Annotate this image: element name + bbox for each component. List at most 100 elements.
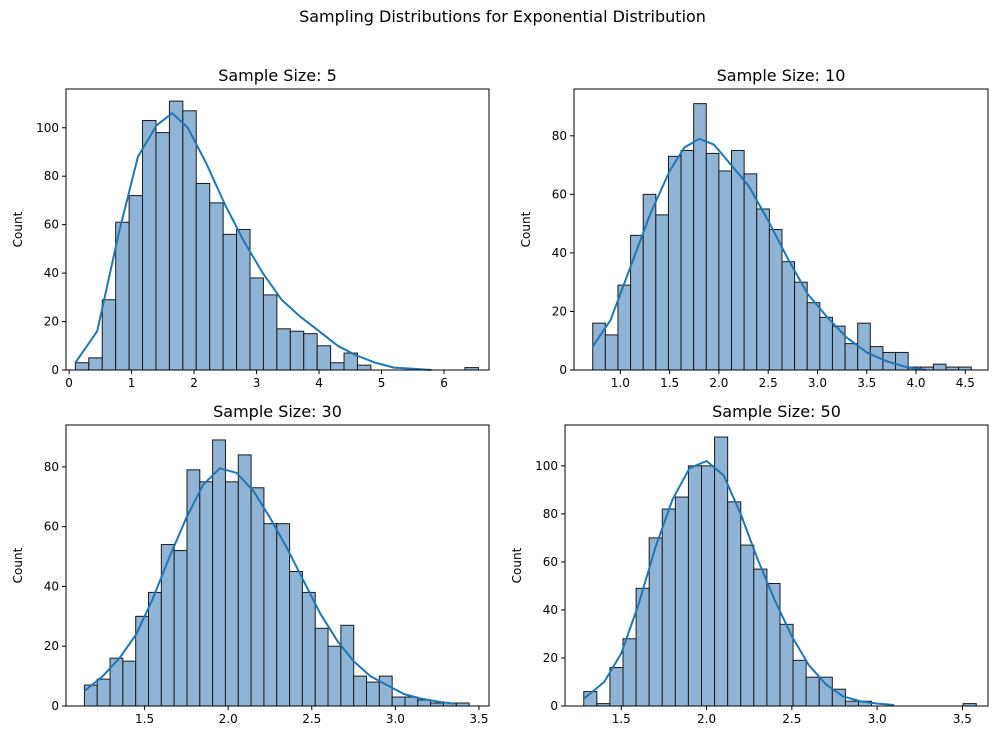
x-tick-label: 2.0 bbox=[697, 712, 716, 726]
y-axis-label: Count bbox=[11, 211, 25, 247]
histogram-bar bbox=[142, 119, 157, 371]
histogram-bar bbox=[88, 357, 103, 371]
x-tick-label: 1.5 bbox=[612, 712, 631, 726]
x-tick-label: 3.5 bbox=[953, 712, 972, 726]
axes-frame bbox=[65, 88, 490, 371]
axes-frame bbox=[564, 424, 989, 707]
axes-frame bbox=[573, 88, 989, 371]
x-tick-label: 4.5 bbox=[956, 376, 975, 390]
histogram-bar bbox=[609, 667, 624, 707]
histogram-bar bbox=[661, 508, 676, 707]
histogram-bar bbox=[160, 544, 175, 707]
kde-curve bbox=[583, 460, 895, 706]
y-tick-label: 60 bbox=[44, 520, 59, 534]
x-tick-label: 6 bbox=[440, 376, 448, 390]
histogram-bar bbox=[630, 234, 644, 371]
histogram-bar bbox=[209, 202, 224, 371]
histogram-bar bbox=[340, 624, 355, 707]
histogram-bar bbox=[222, 233, 238, 371]
histogram-bar bbox=[391, 696, 406, 707]
histogram-bar bbox=[101, 299, 117, 371]
histogram-bar bbox=[128, 195, 144, 371]
x-tick-label: 2 bbox=[190, 376, 198, 390]
histogram-bar bbox=[236, 229, 251, 371]
y-tick-label: 100 bbox=[36, 121, 59, 135]
histogram-bar bbox=[74, 362, 90, 371]
histogram-bar bbox=[844, 343, 859, 371]
histogram-bar bbox=[115, 221, 130, 371]
histogram-bar bbox=[250, 487, 265, 707]
histogram-bar bbox=[655, 214, 669, 371]
histogram-bar bbox=[96, 678, 111, 707]
y-tick-label: 60 bbox=[543, 555, 558, 569]
histogram-bar bbox=[794, 281, 808, 371]
histogram-bar bbox=[289, 570, 303, 707]
histogram-bar bbox=[727, 501, 742, 707]
y-axis-label: Count bbox=[11, 547, 25, 583]
histogram-bar bbox=[316, 345, 332, 371]
histogram-bar bbox=[148, 591, 162, 707]
subplot-2: Sample Size: 10 1.0 1.5 2.0 2.5 3.0 3.5 4.0 4.5 0… bbox=[519, 66, 989, 390]
histogram-bar bbox=[701, 465, 716, 707]
histogram-bar bbox=[83, 684, 98, 707]
histogram-bar bbox=[604, 334, 619, 371]
y-tick-label: 0 bbox=[550, 699, 558, 713]
histogram-bar bbox=[237, 454, 252, 707]
x-tick-label: 1.5 bbox=[135, 712, 154, 726]
y-tick-label: 80 bbox=[44, 460, 59, 474]
axes-frame bbox=[65, 424, 490, 707]
histogram-bar bbox=[404, 696, 419, 707]
histogram-bar bbox=[667, 155, 682, 371]
histogram-bar bbox=[276, 328, 291, 371]
x-tick-label: 5 bbox=[378, 376, 386, 390]
y-tick-label: 40 bbox=[543, 603, 558, 617]
y-tick-label: 0 bbox=[51, 363, 59, 377]
y-tick-label: 40 bbox=[44, 579, 59, 593]
x-tick-label: 1.5 bbox=[660, 376, 679, 390]
y-tick-label: 80 bbox=[44, 169, 59, 183]
y-tick-label: 20 bbox=[44, 639, 59, 653]
histogram-bar bbox=[353, 675, 368, 707]
histogram-bar bbox=[674, 496, 689, 707]
histogram-bar bbox=[199, 481, 214, 707]
x-tick-label: 2.0 bbox=[219, 712, 238, 726]
histogram-bar bbox=[731, 149, 745, 371]
y-tick-label: 60 bbox=[552, 187, 567, 201]
y-tick-label: 40 bbox=[552, 246, 567, 260]
x-tick-label: 1 bbox=[128, 376, 136, 390]
y-axis-label: Count bbox=[519, 211, 533, 247]
x-tick-label: 3 bbox=[253, 376, 261, 390]
histogram-bar bbox=[356, 364, 372, 371]
histogram-bar bbox=[168, 100, 184, 371]
x-tick-label: 2.0 bbox=[709, 376, 728, 390]
x-tick-label: 3.5 bbox=[469, 712, 488, 726]
x-tick-label: 3.0 bbox=[808, 376, 827, 390]
histogram-bar bbox=[263, 523, 278, 707]
histogram-bar bbox=[249, 277, 264, 371]
histogram-bar bbox=[642, 193, 657, 371]
histogram-bar bbox=[262, 294, 278, 371]
histogram-bar bbox=[781, 261, 796, 371]
histogram-bar bbox=[818, 676, 833, 707]
x-tick-label: 2.5 bbox=[302, 712, 321, 726]
histogram-bar bbox=[806, 302, 821, 371]
kde-curve bbox=[591, 137, 927, 371]
subplot-3: Sample Size: 30 1.5 2.0 2.5 3.0 3.5 0 20 40 60 80 C… bbox=[11, 402, 490, 726]
x-tick-label: 2.5 bbox=[759, 376, 778, 390]
histogram-bar bbox=[301, 591, 316, 707]
histogram-bar bbox=[330, 362, 345, 371]
y-tick-label: 60 bbox=[44, 218, 59, 232]
histogram-bar bbox=[756, 208, 770, 371]
y-tick-label: 20 bbox=[543, 651, 558, 665]
histogram-bar bbox=[705, 152, 720, 371]
histogram-bar bbox=[718, 170, 733, 371]
y-axis-label: Count bbox=[510, 547, 524, 583]
y-tick-label: 20 bbox=[44, 315, 59, 329]
histogram-bar bbox=[805, 676, 820, 707]
histogram-bar bbox=[768, 229, 783, 371]
histogram-bar bbox=[327, 645, 342, 707]
histogram-bar bbox=[314, 627, 329, 707]
subplot-title: Sample Size: 10 bbox=[717, 66, 846, 85]
histogram-bar bbox=[289, 330, 305, 371]
